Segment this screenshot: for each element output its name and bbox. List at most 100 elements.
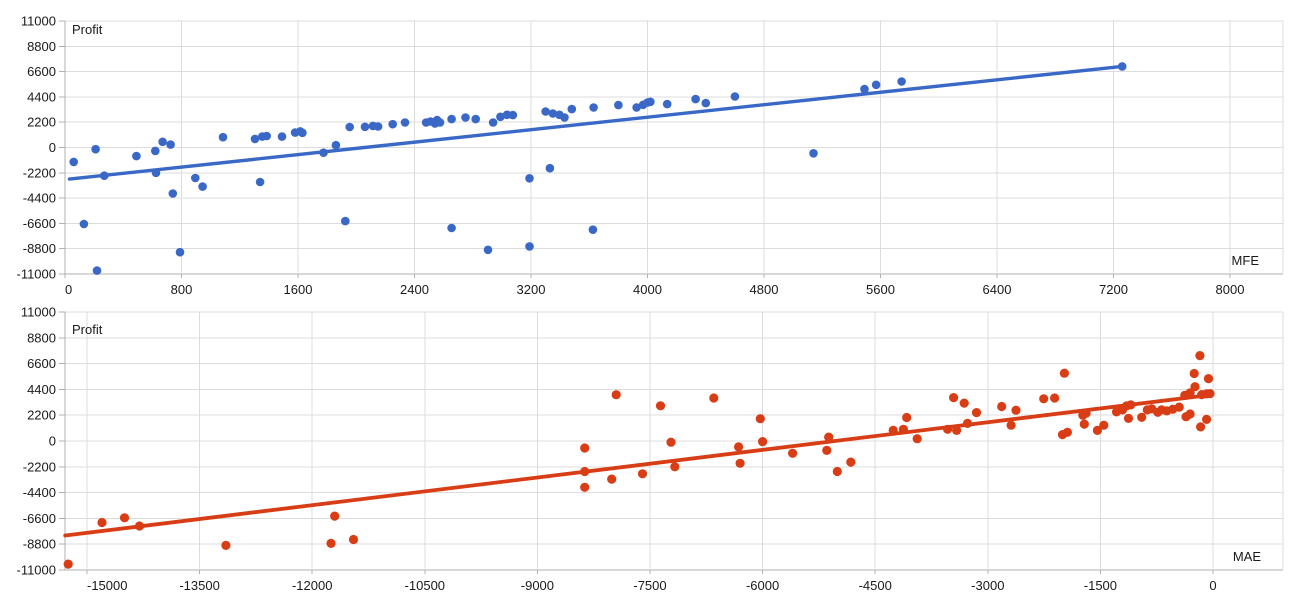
data-point [607, 474, 617, 484]
data-point [525, 242, 534, 251]
x-tick-label: -9000 [521, 578, 554, 593]
data-point [637, 469, 648, 479]
y-tick-label: 11000 [21, 14, 56, 29]
data-point [198, 182, 207, 191]
data-point [632, 103, 641, 112]
data-point [262, 131, 272, 141]
y-tick-label: 0 [49, 434, 56, 449]
x-tick-label: -13500 [179, 578, 219, 593]
data-point [1196, 422, 1206, 432]
x-axis-label-mae: MAE [1232, 549, 1261, 564]
data-point [91, 144, 100, 154]
data-point [1062, 427, 1072, 437]
data-point [166, 140, 175, 149]
data-point [709, 393, 719, 403]
data-point [589, 103, 598, 112]
tick-marks [59, 311, 1214, 574]
data-point [277, 132, 287, 141]
y-axis-title: Profit [72, 322, 103, 337]
data-point [730, 92, 740, 101]
data-point [755, 414, 765, 424]
data-point [567, 104, 577, 114]
data-point [541, 107, 550, 116]
y-tick-label: -11000 [16, 563, 56, 578]
data-point [1202, 414, 1212, 424]
data-point [255, 177, 265, 187]
x-tick-label: -4500 [859, 578, 892, 593]
data-point [1011, 405, 1021, 415]
data-point [824, 432, 834, 442]
x-tick-label: 1600 [284, 282, 313, 297]
data-point [1174, 402, 1184, 412]
y-tick-labels: 11000 8800 6600 4400 2200 0 -2200 -4400 -6600 -88… [16, 14, 56, 282]
data-point [1195, 351, 1205, 361]
data-point [666, 437, 676, 447]
data-point [822, 445, 832, 455]
y-tick-label: 4400 [27, 382, 56, 397]
data-point [560, 113, 569, 122]
y-tick-label: 6600 [27, 356, 56, 371]
y-tick-label: -2200 [23, 459, 56, 474]
x-tick-label: 7200 [1099, 282, 1128, 297]
y-tick-label: 0 [49, 140, 56, 155]
data-point [175, 247, 185, 257]
x-tick-label: 0 [1209, 578, 1216, 593]
data-point [360, 122, 370, 132]
data-point [758, 437, 768, 447]
data-point [79, 219, 89, 229]
data-point [132, 151, 141, 161]
data-point [191, 173, 200, 183]
data-point [508, 110, 518, 120]
data-point [373, 122, 383, 131]
data-point [345, 122, 355, 132]
x-tick-label: 800 [171, 282, 193, 297]
data-point [655, 401, 666, 411]
data-point [447, 223, 456, 233]
data-point [580, 443, 590, 453]
y-tick-label: -6600 [23, 511, 56, 526]
data-point [488, 118, 498, 127]
x-tick-label: 3200 [517, 282, 546, 297]
data-point [92, 266, 102, 275]
y-tick-label: -2200 [23, 165, 56, 180]
data-point [496, 112, 505, 122]
x-tick-label: -6000 [746, 578, 779, 593]
y-tick-label: 4400 [27, 89, 56, 104]
y-tick-label: -6600 [23, 216, 56, 231]
y-tick-label: 6600 [27, 64, 56, 79]
y-tick-label: 2200 [27, 115, 56, 130]
x-tick-label: 5600 [866, 282, 895, 297]
data-point [1185, 409, 1195, 419]
x-tick-labels: -15000 -13500 -12000 -10500 -9000 -7500 -6000-… [87, 578, 1217, 593]
data-point [871, 80, 881, 90]
data-point [1050, 393, 1060, 403]
data-point [971, 408, 982, 418]
mae-chart-canvas: 11000 8800 6600 4400 2200 0 -2200 -4400 -6600 -88… [16, 305, 1284, 593]
data-point [326, 538, 336, 548]
data-point [735, 458, 745, 468]
data-point [846, 457, 856, 467]
data-point [298, 128, 307, 138]
data-point [646, 97, 655, 107]
x-tick-label: 2400 [400, 282, 429, 297]
data-point [151, 146, 160, 156]
y-tick-labels: 11000 8800 6600 4400 2200 0 -2200 -4400 -6600 -88… [16, 305, 56, 578]
x-tick-label: -7500 [633, 578, 666, 593]
data-point [1059, 368, 1069, 378]
gridlines [64, 20, 1284, 275]
data-point [1079, 419, 1089, 429]
x-tick-label: -15000 [87, 578, 127, 593]
data-point [158, 137, 167, 147]
data-point [809, 149, 818, 158]
data-point [860, 84, 869, 94]
data-point [670, 462, 680, 472]
data-point [221, 540, 231, 550]
data-point [471, 114, 481, 124]
data-point [461, 113, 470, 122]
data-point [1185, 388, 1195, 398]
data-point [691, 94, 700, 104]
data-point [580, 482, 590, 492]
x-tick-label: 8000 [1216, 282, 1245, 297]
data-point [734, 442, 744, 452]
data-point [1006, 420, 1016, 430]
